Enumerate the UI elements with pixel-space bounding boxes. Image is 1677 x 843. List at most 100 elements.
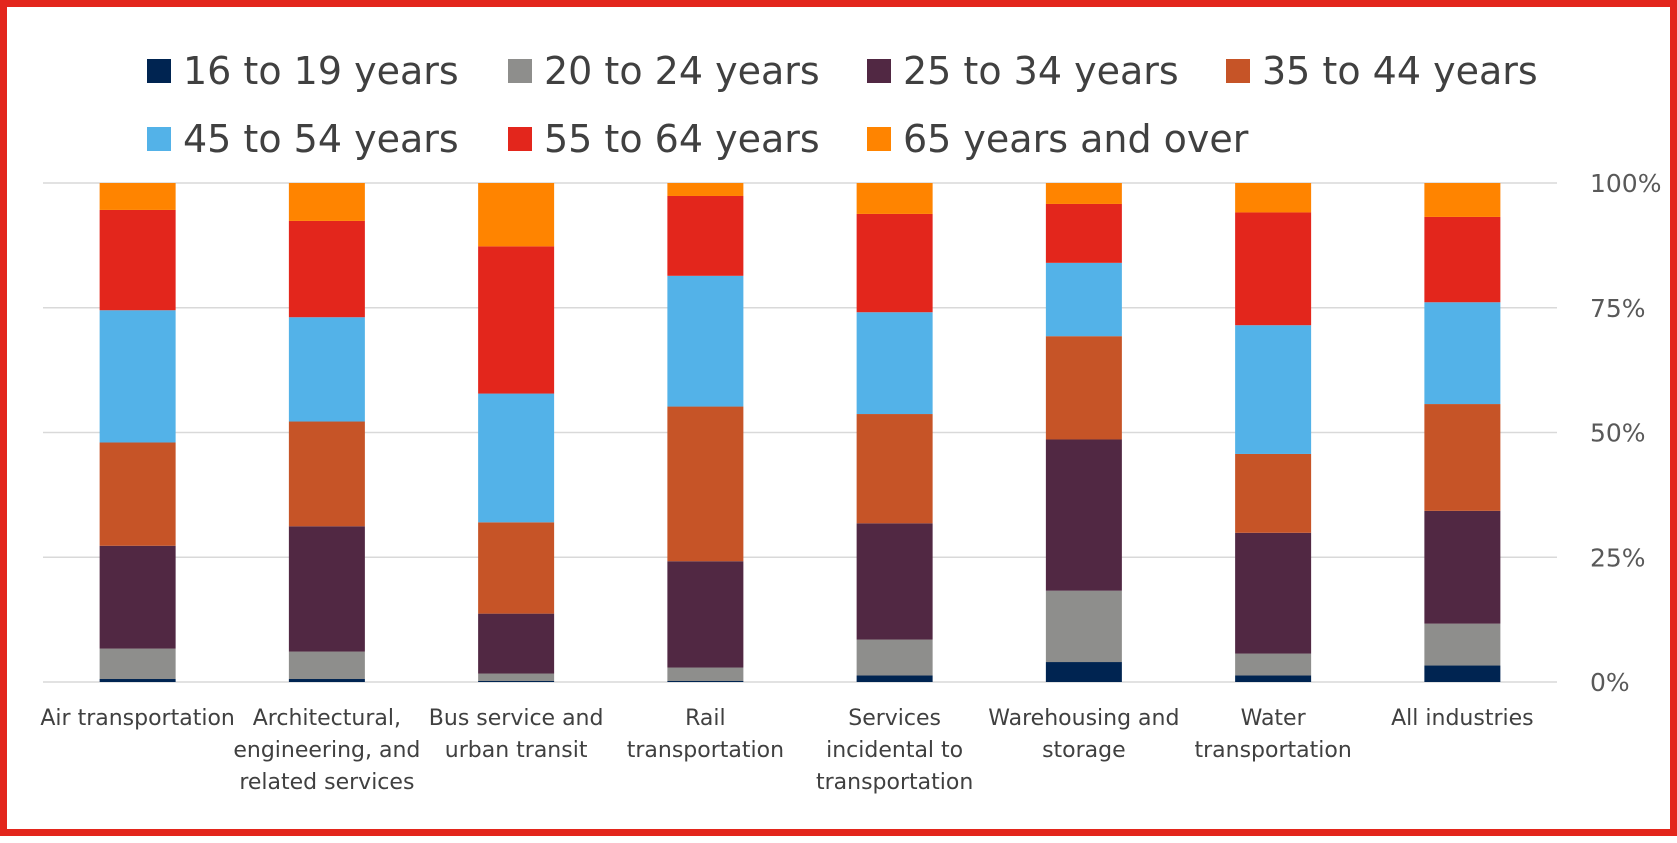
legend-entry: 45 to 54 years	[147, 117, 459, 161]
legend-swatch	[147, 59, 171, 83]
bar-stack	[99, 183, 176, 682]
bar-stack	[856, 183, 933, 682]
bar-segment	[478, 522, 555, 614]
legend-label: 20 to 24 years	[544, 49, 820, 93]
category-label-line: transportation	[627, 738, 784, 763]
category-label: All industries	[1391, 706, 1533, 731]
x-axis-categories: Air transportation Architectural, engineer…	[40, 706, 1533, 795]
bar-segment	[667, 561, 744, 668]
bar-segment	[856, 183, 933, 214]
bar-stack	[1235, 183, 1312, 682]
bar-segment	[856, 675, 933, 682]
bar-segment	[856, 213, 933, 313]
bar-segment	[1235, 653, 1312, 676]
bar-segment	[99, 545, 176, 649]
y-tick-label: 75%	[1590, 294, 1646, 323]
bar-segment	[1235, 183, 1312, 213]
bar-segment	[856, 312, 933, 415]
bar-segment	[288, 220, 365, 318]
bar-segment	[478, 393, 555, 523]
legend-label: 25 to 34 years	[903, 49, 1179, 93]
bar-segment	[667, 275, 744, 407]
category-label: Architectural, engineering, and related se…	[233, 706, 420, 795]
bar-segment	[1235, 325, 1312, 454]
bar-segment	[1235, 532, 1312, 654]
bar-segment	[856, 639, 933, 676]
legend-swatch	[147, 127, 171, 151]
legend-entry: 65 years and over	[867, 117, 1249, 161]
legend-entry: 35 to 44 years	[1226, 49, 1538, 93]
legend-label: 65 years and over	[903, 117, 1249, 161]
y-tick-label: 25%	[1590, 543, 1646, 572]
category-label: Services incidental to transportation	[816, 706, 973, 795]
category-label-line: Architectural,	[253, 706, 401, 731]
category-label-line: All industries	[1391, 706, 1533, 731]
category-label: Warehousing and storage	[988, 706, 1179, 763]
bar-segment	[1424, 623, 1501, 666]
category-label-line: transportation	[816, 770, 973, 795]
bar-segment	[99, 183, 176, 210]
bar-segment	[1424, 510, 1501, 624]
bar-segment	[288, 183, 365, 221]
bar-segment	[288, 651, 365, 680]
bar-segment	[1045, 203, 1122, 263]
bar-segment	[1045, 662, 1122, 682]
y-tick-label: 0%	[1590, 668, 1630, 697]
bar-segment	[1424, 404, 1501, 511]
bar-stack	[667, 183, 744, 682]
bar-segment	[99, 209, 176, 311]
bar-stack	[478, 183, 555, 682]
category-label-line: Services	[848, 706, 941, 731]
bar-segment	[288, 421, 365, 527]
bar-segment	[1045, 590, 1122, 663]
category-label-line: Air transportation	[40, 706, 234, 731]
bar-segment	[1424, 302, 1501, 405]
legend-swatch	[867, 59, 891, 83]
bar-segment	[288, 526, 365, 652]
legend-entry: 20 to 24 years	[508, 49, 820, 93]
bar-segment	[288, 317, 365, 422]
category-label-line: urban transit	[445, 738, 588, 763]
category-label-line: storage	[1042, 738, 1126, 763]
bar-segment	[478, 681, 555, 682]
legend-entry: 16 to 19 years	[147, 49, 459, 93]
legend-swatch	[1226, 59, 1250, 83]
category-label-line: transportation	[1194, 738, 1351, 763]
category-label-line: Bus service and	[429, 706, 604, 731]
bar-segment	[478, 613, 555, 674]
legend-label: 16 to 19 years	[183, 49, 459, 93]
gridlines	[43, 182, 1557, 683]
legend: 16 to 19 years 20 to 24 years 25 to 34 yea…	[147, 49, 1538, 161]
bar-segment	[1424, 665, 1501, 682]
category-label-line: related services	[239, 770, 414, 795]
bar-stack	[1424, 183, 1501, 682]
category-label: Water transportation	[1194, 706, 1351, 763]
legend-label: 55 to 64 years	[544, 117, 820, 161]
bar-segment	[1235, 212, 1312, 326]
bar-segment	[856, 523, 933, 640]
legend-swatch	[508, 127, 532, 151]
bar-segment	[99, 310, 176, 443]
legend-swatch	[867, 127, 891, 151]
bar-segment	[99, 679, 176, 682]
legend-swatch	[508, 59, 532, 83]
bar-segment	[667, 681, 744, 682]
bar-stack	[1045, 183, 1122, 682]
bar-segment	[1045, 183, 1122, 204]
bar-segment	[1045, 439, 1122, 591]
bar-segment	[667, 183, 744, 196]
bar-segment	[478, 246, 555, 394]
legend-label: 35 to 44 years	[1262, 49, 1538, 93]
category-label: Rail transportation	[627, 706, 784, 763]
bars	[99, 183, 1501, 682]
bar-segment	[1045, 336, 1122, 440]
y-tick-label: 50%	[1590, 419, 1646, 448]
category-label: Air transportation	[40, 706, 234, 731]
bar-segment	[1235, 453, 1312, 533]
bar-segment	[99, 442, 176, 546]
bar-segment	[99, 648, 176, 680]
bar-stack	[288, 183, 365, 682]
bar-segment	[478, 183, 555, 247]
chart-svg: 0%25%50%75%100% Air transportation Archit…	[40, 49, 1661, 795]
